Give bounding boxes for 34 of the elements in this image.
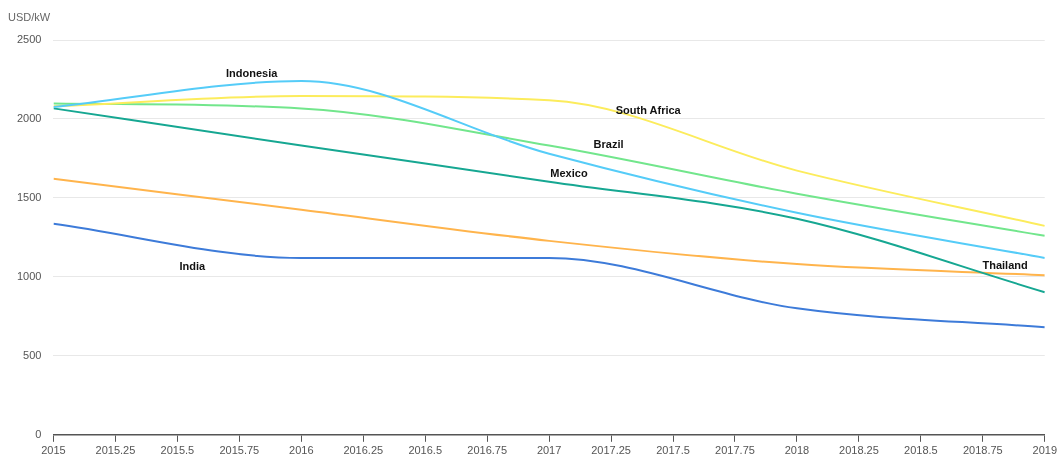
series-label: India [179, 259, 206, 272]
x-tick-label: 2017 [536, 444, 562, 457]
series-label: Mexico [550, 166, 588, 179]
x-tick-label: 2018 [784, 444, 810, 457]
x-tick-label: 2015.25 [95, 444, 136, 457]
series-label: Indonesia [226, 67, 279, 80]
y-tick-label: 1500 [16, 190, 42, 203]
line-series [53, 177, 1045, 277]
line-series [53, 222, 1045, 329]
y-tick-label: 1000 [16, 269, 42, 282]
y-axis-title: USD/kW [8, 11, 51, 24]
series-label: Brazil [593, 138, 624, 151]
y-tick-label: 2500 [16, 33, 42, 46]
x-tick-label: 2017.5 [656, 444, 690, 457]
x-tick-label: 2018.25 [839, 444, 879, 457]
x-tick-label: 2015.75 [219, 444, 260, 457]
y-tick-label: 0 [35, 427, 42, 440]
y-tick-label: 500 [23, 348, 42, 361]
x-tick-label: 2015 [41, 444, 66, 457]
x-tick-label: 2016.5 [408, 444, 443, 457]
line-series [53, 80, 1045, 259]
series-label: Thailand [982, 259, 1028, 272]
x-tick-label: 2018.5 [904, 444, 938, 457]
line-series [53, 107, 1045, 294]
x-tick-label: 2015.5 [160, 444, 195, 457]
x-tick-label: 2017.25 [591, 444, 631, 457]
x-tick-label: 2016.25 [343, 444, 384, 457]
x-tick-label: 2019 [1032, 444, 1058, 457]
series-label: South Africa [615, 104, 682, 117]
x-tick-label: 2016.75 [467, 444, 508, 457]
x-tick-label: 2016 [289, 444, 314, 457]
x-tick-label: 2017.75 [715, 444, 755, 457]
x-tick-label: 2018.75 [962, 444, 1003, 457]
y-tick-label: 2000 [16, 111, 42, 124]
